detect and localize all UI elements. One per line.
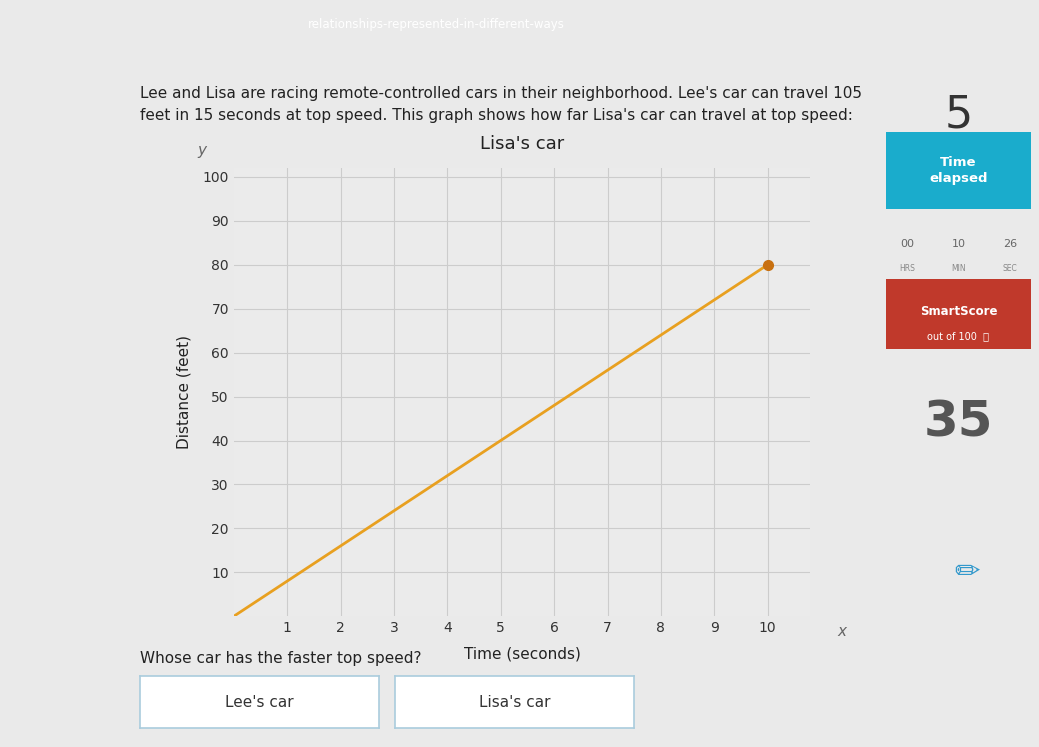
Text: Whose car has the faster top speed?: Whose car has the faster top speed?	[140, 651, 422, 666]
Text: MIN: MIN	[951, 264, 966, 273]
Text: 35: 35	[924, 398, 993, 446]
Text: HRS: HRS	[899, 264, 915, 273]
Text: relationships-represented-in-different-ways: relationships-represented-in-different-w…	[308, 18, 565, 31]
Text: SmartScore: SmartScore	[920, 306, 997, 318]
X-axis label: Time (seconds): Time (seconds)	[463, 646, 581, 661]
Title: Lisa's car: Lisa's car	[480, 134, 564, 152]
Text: Time
elapsed: Time elapsed	[929, 155, 988, 185]
Text: x: x	[837, 624, 847, 639]
FancyBboxPatch shape	[886, 279, 1031, 349]
Text: y: y	[197, 143, 207, 158]
Text: Lisa's car: Lisa's car	[479, 695, 550, 710]
Text: 00: 00	[900, 239, 914, 249]
Text: Lee and Lisa are racing remote-controlled cars in their neighborhood. Lee's car : Lee and Lisa are racing remote-controlle…	[140, 86, 862, 101]
Text: feet in 15 seconds at top speed. This graph shows how far Lisa's car can travel : feet in 15 seconds at top speed. This gr…	[140, 108, 853, 123]
Text: ✏: ✏	[954, 558, 980, 587]
Text: out of 100  ⓘ: out of 100 ⓘ	[928, 332, 989, 341]
Text: 26: 26	[1003, 239, 1017, 249]
Text: Lee's car: Lee's car	[225, 695, 294, 710]
FancyBboxPatch shape	[886, 132, 1031, 209]
Y-axis label: Distance (feet): Distance (feet)	[177, 335, 191, 449]
Text: 5: 5	[944, 93, 973, 137]
Text: 10: 10	[952, 239, 965, 249]
Text: SEC: SEC	[1003, 264, 1017, 273]
